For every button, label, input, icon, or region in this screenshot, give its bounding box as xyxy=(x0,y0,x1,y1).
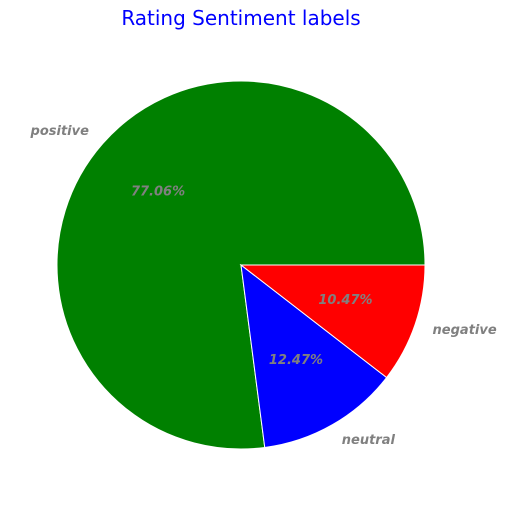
chart-title: Rating Sentiment labels xyxy=(121,6,361,30)
pie-labels: positive 77.06% neutral 12.47% negative 10.47… xyxy=(30,124,497,448)
slice-percent-positive: 77.06% xyxy=(131,185,185,200)
pie-slice-neutral xyxy=(240,263,388,449)
slice-label-positive: positive xyxy=(30,124,90,139)
slice-label-neutral: neutral xyxy=(342,433,396,448)
slice-label-negative: negative xyxy=(433,323,497,338)
slice-percent-neutral: 12.47% xyxy=(269,353,323,368)
pie-slice-positive xyxy=(56,80,426,450)
slice-percent-negative: 10.47% xyxy=(318,293,372,308)
pie-slice-negative xyxy=(239,264,426,379)
pie-slices xyxy=(56,80,426,450)
